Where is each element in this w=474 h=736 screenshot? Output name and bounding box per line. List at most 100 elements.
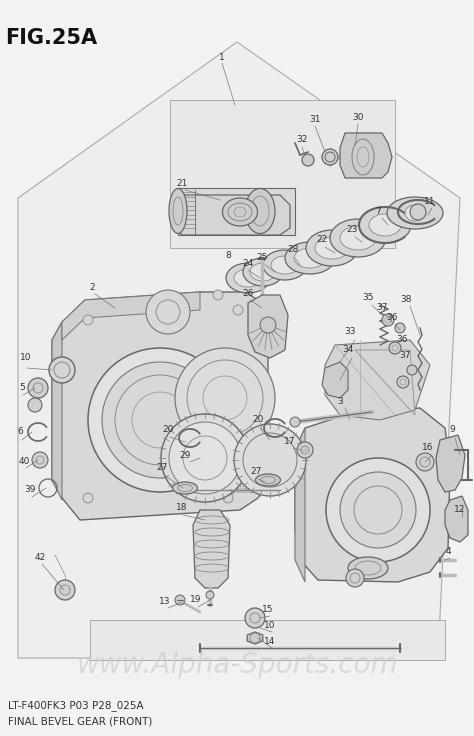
Text: 20: 20 (252, 416, 264, 425)
Circle shape (88, 348, 232, 492)
Circle shape (245, 608, 265, 628)
Text: 3: 3 (337, 397, 343, 406)
Text: LT-F400FK3 P03 P28_025A: LT-F400FK3 P03 P28_025A (8, 700, 144, 711)
Circle shape (28, 378, 48, 398)
Text: 18: 18 (176, 503, 188, 512)
Ellipse shape (294, 248, 326, 268)
Ellipse shape (359, 207, 411, 243)
Ellipse shape (234, 269, 262, 287)
Text: 38: 38 (400, 295, 412, 305)
Text: 11: 11 (424, 197, 436, 207)
Circle shape (83, 315, 93, 325)
Text: 30: 30 (352, 113, 364, 122)
Text: 17: 17 (284, 437, 296, 447)
Text: 19: 19 (190, 595, 202, 604)
Text: 37: 37 (399, 352, 411, 361)
Text: 36: 36 (396, 336, 408, 344)
Text: 23: 23 (346, 225, 358, 235)
Ellipse shape (405, 205, 425, 221)
Ellipse shape (271, 256, 299, 274)
Circle shape (302, 154, 314, 166)
Polygon shape (445, 496, 468, 542)
Polygon shape (178, 188, 295, 235)
Circle shape (206, 591, 214, 599)
Ellipse shape (226, 263, 270, 293)
Circle shape (213, 290, 223, 300)
Ellipse shape (169, 188, 187, 233)
Circle shape (290, 417, 300, 427)
Polygon shape (90, 620, 445, 660)
Polygon shape (247, 632, 263, 644)
Polygon shape (170, 100, 395, 248)
Circle shape (297, 442, 313, 458)
Circle shape (260, 317, 276, 333)
Circle shape (223, 493, 233, 503)
Circle shape (49, 357, 75, 383)
Text: 13: 13 (159, 598, 171, 606)
Ellipse shape (315, 237, 349, 259)
Circle shape (233, 305, 243, 315)
Text: 42: 42 (35, 553, 46, 562)
Ellipse shape (348, 557, 388, 579)
Circle shape (407, 365, 417, 375)
Polygon shape (295, 408, 450, 582)
Polygon shape (18, 42, 460, 658)
Circle shape (389, 342, 401, 354)
Ellipse shape (245, 188, 275, 233)
Text: 37: 37 (376, 303, 388, 313)
Circle shape (102, 362, 218, 478)
Ellipse shape (255, 474, 281, 486)
Circle shape (146, 290, 190, 334)
Circle shape (340, 472, 416, 548)
Text: 15: 15 (262, 606, 274, 615)
Circle shape (175, 348, 275, 448)
Text: 34: 34 (342, 345, 354, 355)
Circle shape (175, 595, 185, 605)
Polygon shape (248, 295, 288, 358)
Polygon shape (295, 428, 305, 582)
Ellipse shape (340, 226, 376, 250)
Circle shape (169, 422, 241, 494)
Text: FINAL BEVEL GEAR (FRONT): FINAL BEVEL GEAR (FRONT) (8, 716, 152, 726)
Text: 31: 31 (309, 116, 321, 124)
Text: 21: 21 (176, 179, 188, 188)
Ellipse shape (306, 230, 358, 266)
Polygon shape (172, 195, 290, 235)
Polygon shape (193, 510, 230, 588)
Text: 27: 27 (250, 467, 262, 476)
Text: 25: 25 (256, 252, 268, 261)
Text: 35: 35 (362, 294, 374, 302)
Ellipse shape (330, 219, 386, 257)
Text: 5: 5 (19, 383, 25, 392)
Text: 14: 14 (264, 637, 276, 646)
Ellipse shape (243, 258, 283, 286)
Circle shape (410, 204, 426, 220)
Circle shape (32, 452, 48, 468)
Ellipse shape (369, 214, 401, 236)
Text: 33: 33 (344, 328, 356, 336)
Ellipse shape (387, 197, 443, 229)
Text: 6: 6 (17, 428, 23, 436)
Ellipse shape (263, 250, 307, 280)
Circle shape (161, 414, 249, 502)
Text: 2: 2 (89, 283, 95, 292)
Polygon shape (52, 322, 62, 500)
Text: 9: 9 (449, 425, 455, 434)
Text: 16: 16 (422, 444, 434, 453)
Text: 7: 7 (375, 208, 381, 216)
Polygon shape (52, 292, 268, 520)
Polygon shape (325, 340, 430, 420)
Circle shape (397, 376, 409, 388)
Circle shape (55, 580, 75, 600)
Text: 39: 39 (24, 486, 36, 495)
Text: 8: 8 (225, 252, 231, 261)
Circle shape (326, 458, 430, 562)
Polygon shape (340, 133, 392, 178)
Text: 40: 40 (18, 458, 30, 467)
Polygon shape (436, 435, 465, 492)
Text: 1: 1 (219, 54, 225, 63)
Circle shape (322, 149, 338, 165)
Text: 4: 4 (445, 548, 451, 556)
Text: 28: 28 (287, 246, 299, 255)
Ellipse shape (173, 482, 198, 494)
